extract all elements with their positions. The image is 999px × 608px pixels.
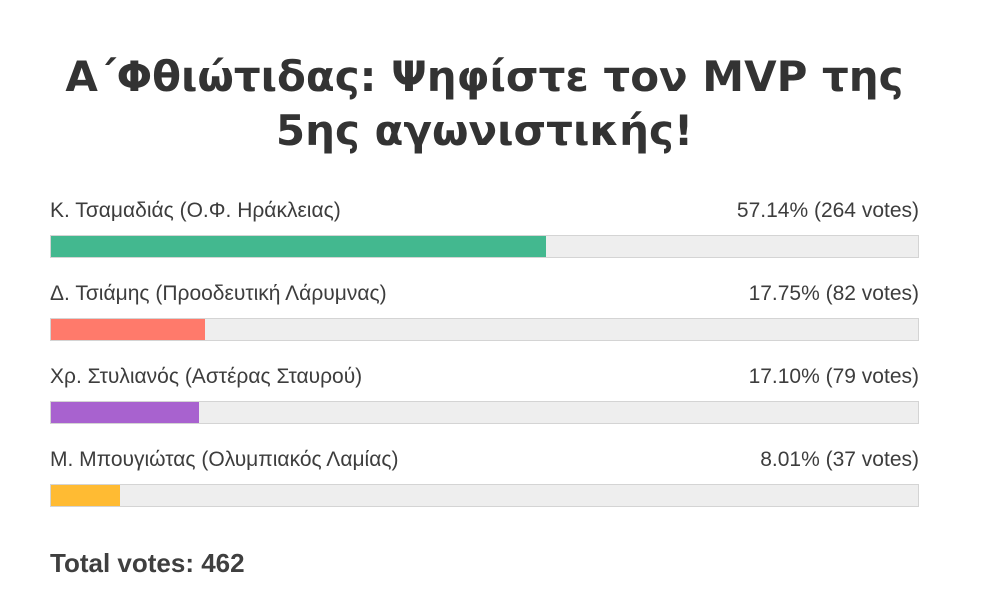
answer-row: Μ. Μπουγιώτας (Ολυμπιακός Λαμίας) 8.01% … (50, 445, 919, 479)
poll-answers: Κ. Τσαμαδιάς (Ο.Φ. Ηράκλειας) 57.14% (26… (50, 196, 919, 528)
answer-bar-fill (51, 485, 121, 506)
poll-answer: Κ. Τσαμαδιάς (Ο.Φ. Ηράκλειας) 57.14% (26… (50, 196, 919, 279)
answer-bar-fill (51, 319, 205, 340)
answer-bar-track (50, 401, 919, 424)
answer-row: Κ. Τσαμαδιάς (Ο.Φ. Ηράκλειας) 57.14% (26… (50, 196, 919, 230)
answer-label: Κ. Τσαμαδιάς (Ο.Φ. Ηράκλειας) (50, 199, 341, 222)
answer-bar-fill (51, 402, 200, 423)
answer-result: 17.10% (79 votes) (748, 365, 919, 388)
poll-title: Α΄Φθιώτιδας: Ψηφίστε τον MVP της 5ης αγω… (65, 52, 904, 155)
answer-bar-track (50, 235, 919, 258)
answer-result: 57.14% (264 votes) (736, 199, 919, 222)
total-votes: Total votes: 462 (50, 548, 245, 578)
poll-widget: Α΄Φθιώτιδας: Ψηφίστε τον MVP της 5ης αγω… (50, 0, 919, 608)
answer-row: Δ. Τσιάμης (Προοδευτική Λάρυμνας) 17.75%… (50, 279, 919, 313)
poll-answer: Δ. Τσιάμης (Προοδευτική Λάρυμνας) 17.75%… (50, 279, 919, 362)
answer-bar-track (50, 318, 919, 341)
answer-bar-track (50, 484, 919, 507)
answer-result: 17.75% (82 votes) (748, 282, 919, 305)
answer-label: Δ. Τσιάμης (Προοδευτική Λάρυμνας) (50, 282, 387, 305)
answer-result: 8.01% (37 votes) (760, 448, 919, 471)
answer-label: Μ. Μπουγιώτας (Ολυμπιακός Λαμίας) (50, 448, 399, 471)
answer-row: Χρ. Στυλιανός (Αστέρας Σταυρού) 17.10% (… (50, 362, 919, 396)
poll-answer: Χρ. Στυλιανός (Αστέρας Σταυρού) 17.10% (… (50, 362, 919, 445)
answer-label: Χρ. Στυλιανός (Αστέρας Σταυρού) (50, 365, 363, 388)
answer-bar-fill (51, 236, 547, 257)
poll-answer: Μ. Μπουγιώτας (Ολυμπιακός Λαμίας) 8.01% … (50, 445, 919, 528)
